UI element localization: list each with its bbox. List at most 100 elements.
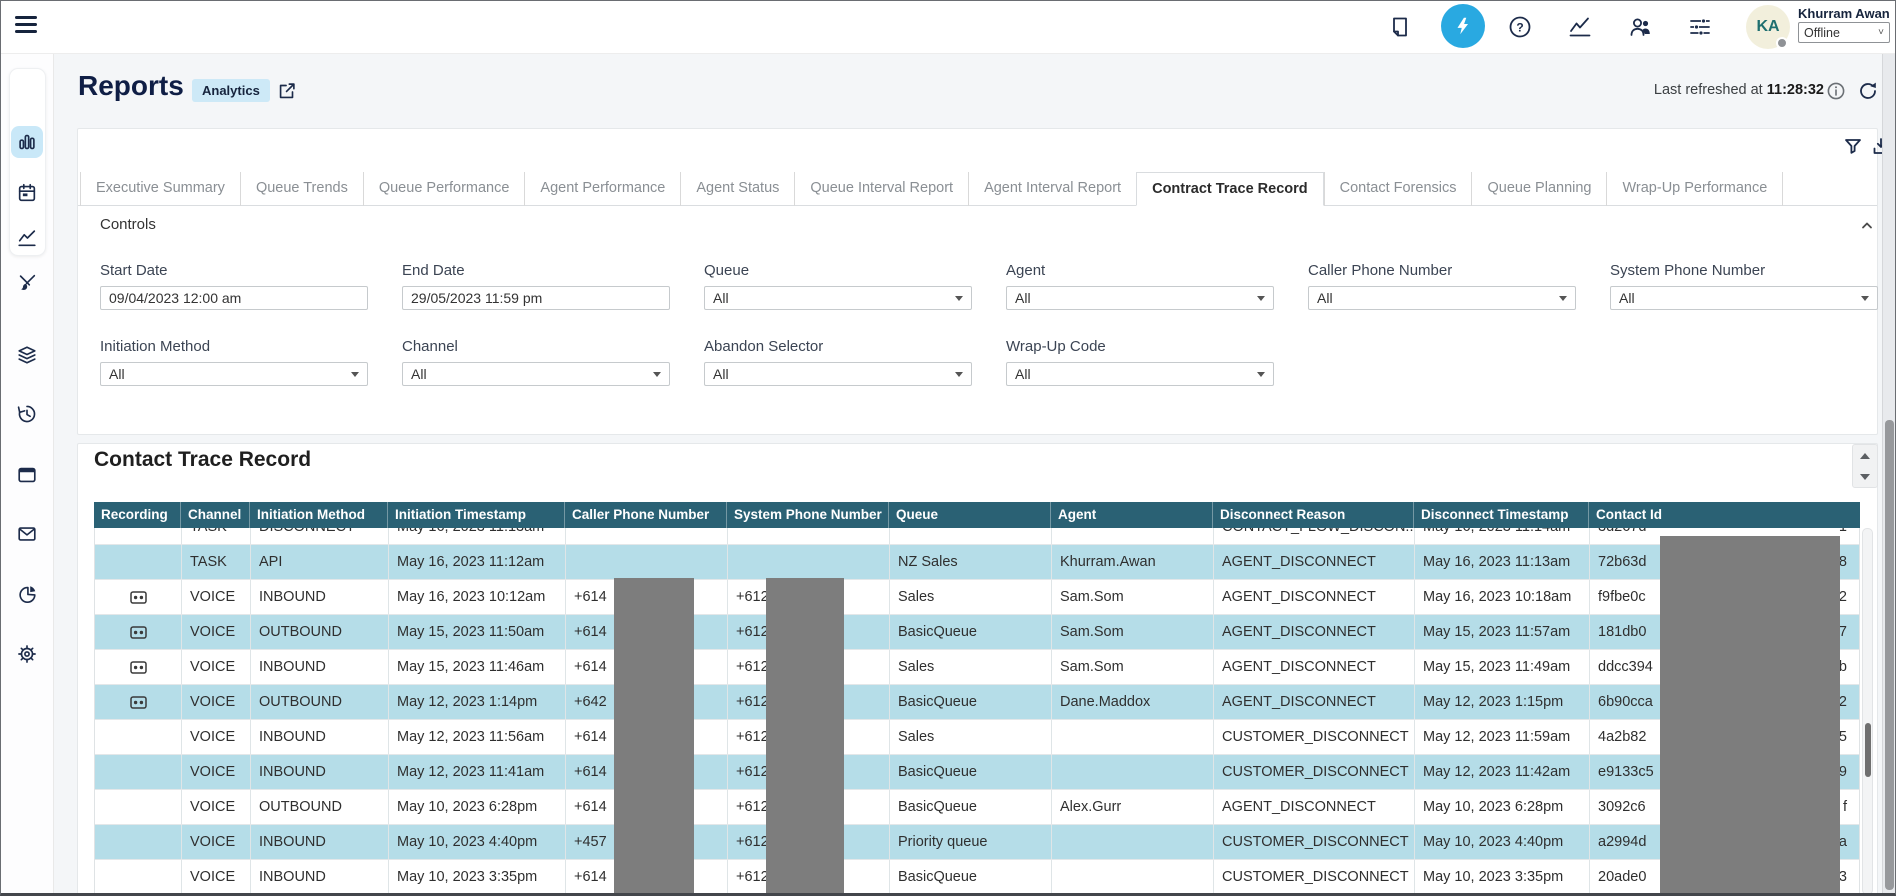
column-header-queue[interactable]: Queue <box>889 502 1051 528</box>
recording-cassette-icon[interactable] <box>129 625 147 639</box>
agents-icon[interactable] <box>1624 11 1656 43</box>
column-header-initiation-timestamp[interactable]: Initiation Timestamp <box>388 502 565 528</box>
tab-executive-summary[interactable]: Executive Summary <box>80 172 240 206</box>
table-row[interactable]: VOICE INBOUND May 10, 2023 3:35pm +614 +… <box>95 860 1859 895</box>
flash-icon[interactable] <box>1441 4 1485 48</box>
scroll-up-button[interactable] <box>1853 445 1877 466</box>
notes-icon[interactable] <box>1384 11 1416 43</box>
sidebar-item-window[interactable] <box>11 459 43 491</box>
start-date-input[interactable]: 09/04/2023 12:00 am <box>100 286 368 310</box>
column-header-caller-phone-number[interactable]: Caller Phone Number <box>565 502 727 528</box>
help-icon[interactable]: ? <box>1504 11 1536 43</box>
tab-contact-forensics[interactable]: Contact Forensics <box>1323 172 1472 206</box>
contact-id-tail: f <box>1842 799 1847 815</box>
end-date-input[interactable]: 29/05/2023 11:59 pm <box>402 286 670 310</box>
scroll-down-button[interactable] <box>1853 466 1877 487</box>
table-row[interactable]: VOICE INBOUND May 15, 2023 11:46am +614 … <box>95 650 1859 685</box>
disconnect-timestamp-cell: May 12, 2023 11:42am <box>1415 755 1590 789</box>
filter-icon[interactable] <box>1843 136 1863 156</box>
filter-value: 29/05/2023 11:59 pm <box>411 290 543 306</box>
sidebar-item-layers[interactable] <box>11 339 43 371</box>
sidebar-item-calendar[interactable] <box>11 177 43 209</box>
column-header-disconnect-timestamp[interactable]: Disconnect Timestamp <box>1414 502 1589 528</box>
sidebar-item-pie-chart[interactable] <box>11 578 43 610</box>
filter-label: System Phone Number <box>1610 262 1766 279</box>
queue-select[interactable]: All <box>704 286 972 310</box>
status-value: Offline <box>1804 25 1840 40</box>
sidebar-item-mail[interactable] <box>11 518 43 550</box>
column-header-channel[interactable]: Channel <box>181 502 250 528</box>
recording-cassette-icon[interactable] <box>129 660 147 674</box>
table-row[interactable]: VOICE OUTBOUND May 12, 2023 1:14pm +642 … <box>95 685 1859 720</box>
wrap-up-code-select[interactable]: All <box>1006 362 1274 386</box>
table-row[interactable]: VOICE INBOUND May 10, 2023 4:40pm +457 +… <box>95 825 1859 860</box>
external-link-icon[interactable] <box>276 80 298 102</box>
abandon-selector-select[interactable]: All <box>704 362 972 386</box>
recording-cell <box>95 755 182 789</box>
initiation-method-select[interactable]: All <box>100 362 368 386</box>
column-header-initiation-method[interactable]: Initiation Method <box>250 502 388 528</box>
agent-cell <box>1052 755 1214 789</box>
tab-label: Agent Interval Report <box>984 180 1122 196</box>
table-row[interactable]: VOICE INBOUND May 12, 2023 11:41am +614 … <box>95 755 1859 790</box>
window-scrollbar-thumb[interactable] <box>1885 420 1894 890</box>
initiation-timestamp-cell: May 12, 2023 11:41am <box>389 755 566 789</box>
recording-cassette-icon[interactable] <box>129 590 147 604</box>
system-phone-number-select[interactable]: All <box>1610 286 1878 310</box>
tab-contract-trace-record[interactable]: Contract Trace Record <box>1136 172 1324 206</box>
chevron-up-icon[interactable] <box>1858 216 1876 234</box>
table-scrollbar[interactable] <box>1862 528 1873 895</box>
initiation-method-cell: OUTBOUND <box>251 615 389 649</box>
info-icon[interactable] <box>1826 81 1846 101</box>
table-row[interactable]: VOICE OUTBOUND May 10, 2023 6:28pm +614 … <box>95 790 1859 825</box>
agent-cell <box>1052 860 1214 894</box>
tab-queue-performance[interactable]: Queue Performance <box>362 172 525 206</box>
tab-queue-trends[interactable]: Queue Trends <box>239 172 363 206</box>
queue-cell: Sales <box>890 650 1052 684</box>
column-header-disconnect-reason[interactable]: Disconnect Reason <box>1213 502 1414 528</box>
channel-cell: TASK <box>182 528 251 544</box>
table-row[interactable]: TASK DISCONNECT May 16, 2023 11:13am CON… <box>95 528 1859 545</box>
sidebar-item-settings[interactable] <box>11 638 43 670</box>
tab-agent-interval-report[interactable]: Agent Interval Report <box>968 172 1136 206</box>
system-phone-cell: +612 <box>728 615 890 649</box>
table-row[interactable]: TASK API May 16, 2023 11:12am NZ Sales K… <box>95 545 1859 580</box>
hamburger-menu-icon[interactable] <box>15 16 39 36</box>
tab-wrap-up-performance[interactable]: Wrap-Up Performance <box>1606 172 1784 206</box>
metrics-icon[interactable] <box>1564 11 1596 43</box>
tab-agent-status[interactable]: Agent Status <box>680 172 794 206</box>
tab-queue-interval-report[interactable]: Queue Interval Report <box>794 172 968 206</box>
contact-id-cell: e9133c5 9 <box>1590 755 1859 789</box>
sidebar-item-line-chart[interactable] <box>11 222 43 254</box>
caller-phone-number-select[interactable]: All <box>1308 286 1576 310</box>
sidebar-item-brush[interactable] <box>11 267 43 299</box>
sidebar-item-reports[interactable] <box>11 126 43 158</box>
refresh-icon[interactable] <box>1856 79 1880 103</box>
column-header-agent[interactable]: Agent <box>1051 502 1213 528</box>
table-scrollbar-thumb[interactable] <box>1864 723 1871 777</box>
table-row[interactable]: VOICE INBOUND May 12, 2023 11:56am +614 … <box>95 720 1859 755</box>
agent-select[interactable]: All <box>1006 286 1274 310</box>
window-scrollbar[interactable] <box>1882 54 1895 896</box>
disconnect-reason-cell: CUSTOMER_DISCONNECT <box>1214 825 1415 859</box>
status-select[interactable]: Offline ˅ <box>1798 22 1890 43</box>
initiation-method-cell: API <box>251 545 389 579</box>
disconnect-reason-cell: AGENT_DISCONNECT <box>1214 650 1415 684</box>
tab-queue-planning[interactable]: Queue Planning <box>1471 172 1606 206</box>
last-refreshed: Last refreshed at 11:28:32 <box>1654 82 1824 98</box>
table-row[interactable]: VOICE INBOUND May 16, 2023 10:12am +614 … <box>95 580 1859 615</box>
caller-phone-cell: +614 <box>566 580 728 614</box>
settings-sliders-icon[interactable] <box>1684 11 1716 43</box>
tab-label: Contact Forensics <box>1339 180 1457 196</box>
sidebar-item-history[interactable] <box>11 398 43 430</box>
queue-cell: NZ Sales <box>890 545 1052 579</box>
column-header-recording[interactable]: Recording <box>94 502 181 528</box>
channel-select[interactable]: All <box>402 362 670 386</box>
system-phone-cell: +612 <box>728 580 890 614</box>
tab-agent-performance[interactable]: Agent Performance <box>524 172 680 206</box>
last-refreshed-label: Last refreshed at <box>1653 82 1763 98</box>
column-header-contact-id[interactable]: Contact Id <box>1596 507 1662 522</box>
recording-cassette-icon[interactable] <box>129 695 147 709</box>
table-row[interactable]: VOICE OUTBOUND May 15, 2023 11:50am +614… <box>95 615 1859 650</box>
column-header-system-phone-number[interactable]: System Phone Number <box>727 502 889 528</box>
